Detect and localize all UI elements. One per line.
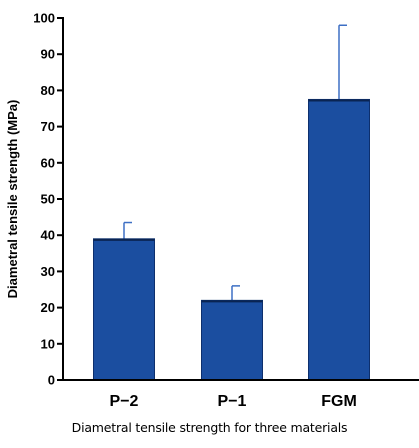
- y-tick-label: 40: [41, 228, 55, 243]
- y-tick-label: 30: [41, 264, 55, 279]
- y-tick-label: 70: [41, 119, 55, 134]
- y-tick-label: 60: [41, 155, 55, 170]
- y-tick-label: 100: [33, 11, 55, 26]
- figure-caption: Diametral tensile strength for three mat…: [71, 420, 348, 435]
- y-axis-title: Diametral tensile strength (MPa): [5, 100, 20, 299]
- y-tick-label: 80: [41, 83, 55, 98]
- bars: [93, 98, 370, 381]
- y-tick-label: 20: [41, 300, 55, 315]
- bar-fgm: [308, 98, 370, 381]
- y-tick-label: 50: [41, 192, 55, 207]
- x-category-label: FGM: [321, 393, 357, 410]
- bar-p-2: [93, 238, 155, 381]
- y-tick-label: 0: [48, 373, 55, 388]
- y-tick-label: 90: [41, 47, 55, 62]
- y-ticks: 0 10 20 30 40 50 60 70 80 90 100: [33, 11, 63, 388]
- error-bars: [123, 24, 347, 301]
- bar-p-1: [201, 299, 263, 381]
- x-category-label: P−2: [110, 393, 139, 410]
- x-category-labels: P−2 P−1 FGM: [110, 393, 357, 410]
- x-category-label: P−1: [218, 393, 247, 410]
- y-tick-label: 10: [41, 336, 55, 351]
